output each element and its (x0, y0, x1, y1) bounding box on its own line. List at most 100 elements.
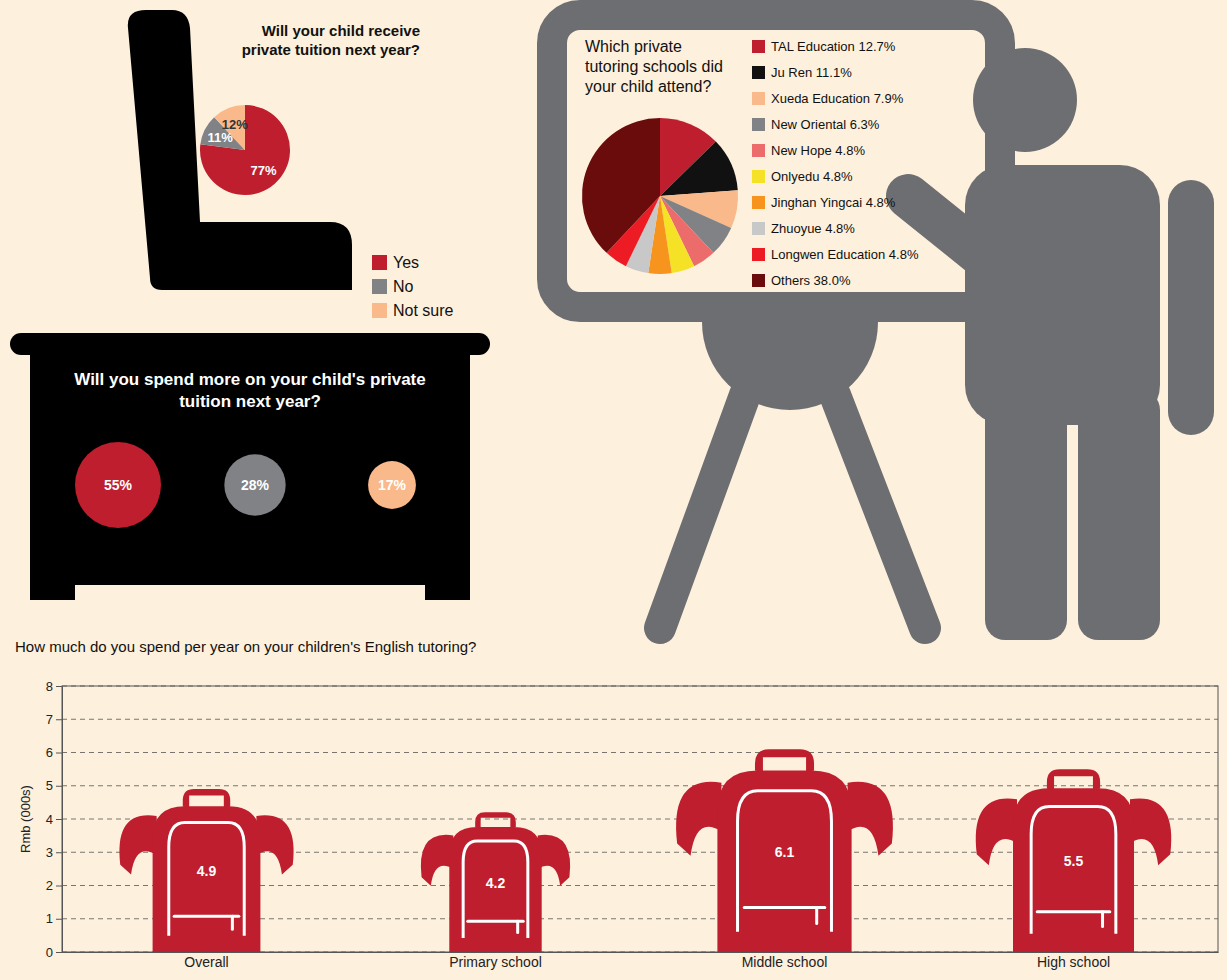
legend-label: New Oriental 6.3% (771, 117, 880, 132)
legend-label: New Hope 4.8% (771, 143, 865, 158)
bubble-chart: 55%28%17%Will you spend more on your chi… (74, 370, 426, 528)
text-line: tuition next year? (179, 392, 321, 411)
tick-mark (56, 753, 62, 754)
backpack-strap (119, 815, 156, 874)
backpack-zipper (744, 906, 825, 909)
legend-swatch (752, 196, 765, 209)
text-line: Will your child receive (262, 22, 420, 39)
tick: 7 (46, 712, 62, 727)
data-label: 6.1 (775, 844, 795, 860)
tick-label: Primary school (449, 954, 542, 970)
legend-label: Others 38.0% (771, 273, 851, 288)
legend-label: Not sure (393, 302, 454, 319)
slices: 77%11%12% (200, 105, 290, 195)
tick: 3 (46, 845, 62, 860)
chart-title: Will your child receive private tuition n… (242, 22, 420, 58)
pie-slice (660, 142, 738, 196)
legend-swatch (372, 303, 387, 318)
person-torso (965, 165, 1160, 425)
tick: 6 (46, 745, 62, 760)
backpack-strap (538, 835, 570, 886)
tick-mark (56, 719, 62, 720)
text-line: private tuition next year? (242, 41, 420, 58)
tick-label: 1 (46, 911, 53, 926)
board-leg (835, 395, 925, 628)
legend-swatch (752, 144, 765, 157)
bubble (75, 442, 161, 528)
plot-frame (62, 686, 1218, 952)
tick: 8 (46, 679, 62, 694)
tick-label: 4 (46, 812, 53, 827)
tick-mark (56, 819, 62, 820)
tick: 2 (46, 878, 62, 893)
axis-title: Rmb (000s) (18, 785, 33, 853)
legend-swatch (752, 248, 765, 261)
tick: 4 (46, 812, 62, 827)
data-label: 17% (378, 477, 407, 493)
grid-line (62, 752, 1218, 753)
backpack-zipper (174, 915, 239, 918)
grid-line (62, 785, 1218, 786)
tick-mark (56, 886, 62, 887)
tick-label: 0 (46, 945, 53, 960)
bar (153, 789, 261, 952)
data-label: 55% (104, 477, 133, 493)
data-label: 11% (207, 130, 233, 145)
tick: 5 (46, 778, 62, 793)
backpack-pocket (1031, 807, 1116, 934)
text-line: Which private (585, 38, 682, 55)
desk-body (30, 345, 470, 585)
text-line: Will you spend more on your child's priv… (74, 370, 426, 389)
tick-mark (56, 952, 62, 953)
tick: Overall (184, 954, 228, 970)
y-axis: 0 1 2 3 4 5 6 7 8 (46, 679, 63, 960)
bubble (368, 461, 416, 509)
bar (449, 812, 541, 952)
pie-slice (582, 118, 660, 253)
backpack-zipper-pull (231, 916, 234, 929)
bar-chart: 4.94.26.15.5012345678OverallPrimary scho… (15, 638, 1219, 970)
desk-leg (30, 580, 75, 600)
bar (1013, 769, 1134, 952)
legend-swatch (752, 92, 765, 105)
tick-label: Middle school (742, 954, 828, 970)
person-leg (1078, 390, 1160, 640)
pie-slice (200, 105, 290, 195)
legend: YesNoNot sure (372, 254, 454, 319)
pie-chart: Which privatetutoring schools didyour ch… (582, 38, 919, 288)
backpack-pocket (169, 822, 244, 935)
tick-label: 3 (46, 845, 53, 860)
legend-label: Yes (393, 254, 419, 271)
person-leg (985, 390, 1067, 640)
tick-label: High school (1037, 954, 1110, 970)
chart-root: 77%11%12% Will your child receive private … (0, 0, 1227, 980)
legend-label: Longwen Education 4.8% (771, 247, 919, 262)
pie-chart: 77%11%12% Will your child receive private … (200, 22, 454, 319)
axis-line (62, 687, 63, 953)
tick-label: 2 (46, 878, 53, 893)
data-label: 12% (222, 117, 248, 132)
tick-mark (56, 919, 62, 920)
legend-label: Jinghan Yingcai 4.8% (771, 195, 896, 210)
backpack-strap (256, 815, 293, 874)
chart-title: Will you spend more on your child's priv… (74, 370, 426, 411)
data-label: 4.9 (197, 863, 217, 879)
bar (717, 749, 851, 952)
background (0, 0, 1227, 980)
data-label: 4.2 (486, 875, 506, 891)
backpack-zipper (468, 920, 523, 923)
grid-line (62, 686, 1218, 687)
person-arm (908, 196, 990, 262)
legend-swatch (752, 222, 765, 235)
desk-leg (425, 580, 470, 600)
backpack-strap (421, 835, 453, 886)
legend-swatch (752, 40, 765, 53)
grid (62, 686, 1218, 952)
legend-swatch (752, 274, 765, 287)
decorations (10, 10, 1214, 640)
legend-swatch (372, 255, 387, 270)
bars (119, 749, 1171, 952)
tick: 0 (46, 945, 62, 960)
backpack-pocket (463, 841, 528, 938)
text-line: tutoring schools did (585, 58, 723, 75)
